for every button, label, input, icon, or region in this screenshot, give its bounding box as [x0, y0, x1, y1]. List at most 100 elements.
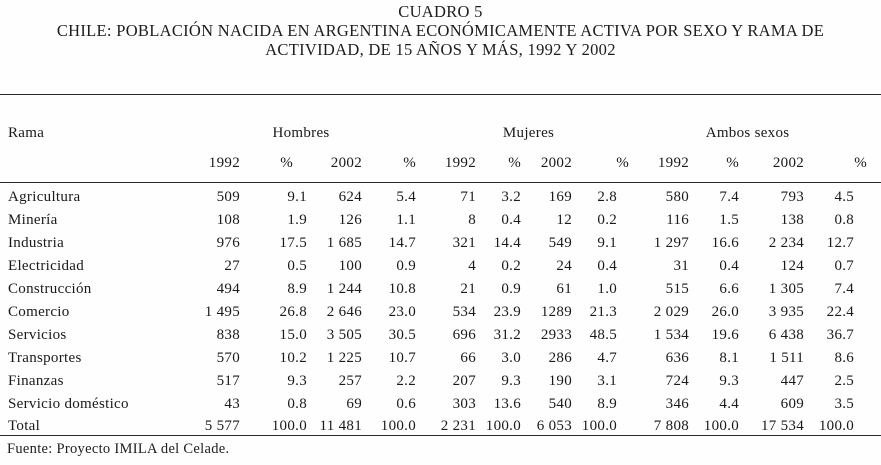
table-cell: 23.9	[493, 303, 522, 320]
table-cell: 624	[307, 182, 362, 206]
column-subheader: 2002	[772, 155, 805, 171]
table-cell: 17 534	[739, 412, 805, 436]
row-label: Electricidad	[8, 257, 85, 274]
table-cell: 1.1	[396, 211, 417, 228]
table-cell: 9.3	[501, 372, 522, 389]
table-cell: 1 495	[204, 303, 240, 320]
spacer-cell	[854, 182, 881, 206]
table-cell: 5 577	[186, 412, 240, 436]
column-subheader: 1992	[444, 155, 477, 171]
column-header-rama: Rama	[0, 94, 186, 146]
table-cell: 9.3	[287, 372, 307, 389]
table-cell: 2 231	[416, 412, 477, 436]
table-cell: 1.9	[287, 211, 307, 228]
table-cell: 0.2	[597, 211, 618, 228]
table-cell: 14.4	[493, 234, 522, 251]
table-cell: 286	[548, 349, 573, 366]
table-cell: 48.5	[589, 326, 618, 343]
table-cell: 4.7	[597, 349, 618, 366]
table-cell: 321	[452, 234, 477, 251]
table-cell: 23.0	[388, 303, 417, 320]
table-cell: 303	[452, 395, 477, 412]
table-row: Total 5 577 100.0 11 481 100.0 2 231 100.0 6 05…	[0, 412, 881, 436]
table-cell: 1.5	[719, 211, 740, 228]
row-label: Servicio doméstico	[8, 395, 129, 412]
table-row: Servicio doméstico 43 0.8 69 0.6 303 13.6 540 8.…	[0, 390, 881, 413]
data-table: Rama Hombres Mujeres Ambos sexos 1992% 20…	[0, 94, 881, 436]
table-cell: 6.6	[719, 280, 740, 297]
table-cell: 0.5	[287, 257, 307, 274]
column-subheader: 1992	[657, 155, 690, 171]
table-cell: 10.7	[388, 349, 417, 366]
table-cell: 100.0	[572, 412, 618, 436]
table-cell: 0.4	[501, 211, 522, 228]
table-cell: 7 808	[617, 412, 690, 436]
table-cell: 8.1	[719, 349, 740, 366]
spacer-cell	[854, 344, 881, 367]
table-title-line-2: ACTIVIDAD, DE 15 AÑOS Y MÁS, 1992 Y 2002	[265, 40, 616, 59]
table-cell: 26.0	[711, 303, 740, 320]
row-label: Industria	[8, 234, 65, 251]
table-cell: 0.8	[287, 395, 307, 412]
table-cell: 66	[460, 349, 477, 366]
table-cell: 636	[665, 349, 690, 366]
table-cell: 1.0	[597, 280, 618, 297]
row-label: Comercio	[8, 303, 70, 320]
table-cell: 10.2	[279, 349, 307, 366]
table-cell: 207	[452, 372, 477, 389]
table-cell: 0.9	[501, 280, 522, 297]
row-label: Agricultura	[0, 182, 186, 206]
table-row: Agricultura 509 9.1 624 5.4 71 3.2 169 2.8 580 7.4…	[0, 182, 881, 206]
column-subheader: %	[403, 155, 417, 171]
table-cell: 69	[346, 395, 362, 412]
spacer-cell	[854, 229, 881, 252]
group-header-hombres: Hombres	[186, 94, 417, 146]
table-row: Minería 108 1.9 126 1.1 8 0.4 12 0.2 116 1.5 138 0.8	[0, 206, 881, 229]
table-cell: 540	[548, 395, 573, 412]
column-subheader: %	[616, 155, 630, 171]
table-cell: 100.0	[804, 412, 855, 436]
table-cell: 517	[216, 372, 240, 389]
table-cell: 2933	[540, 326, 573, 343]
table-cell: 609	[780, 395, 805, 412]
table-cell: 1289	[540, 303, 573, 320]
table-cell: 126	[338, 211, 362, 228]
table-cell: 257	[338, 372, 362, 389]
row-label: Total	[0, 412, 186, 436]
table-cell: 2.8	[572, 182, 618, 206]
table-cell: 509	[186, 182, 240, 206]
table-row: Industria 976 17.5 1 685 14.7 321 14.4 549 9.1 1 …	[0, 229, 881, 252]
table-cell: 9.1	[240, 182, 307, 206]
spacer-cell	[854, 367, 881, 390]
column-subheader: %	[854, 155, 868, 171]
table-row: Transportes 570 10.2 1 225 10.7 66 3.0 286 4.7 63…	[0, 344, 881, 367]
column-subheader: %	[726, 155, 740, 171]
table-body: Agricultura 509 9.1 624 5.4 71 3.2 169 2.8 580 7.4…	[0, 182, 881, 436]
table-cell: 4	[468, 257, 477, 274]
table-cell: 100	[338, 257, 362, 274]
column-subheader: 2002	[540, 155, 573, 171]
row-label: Servicios	[8, 326, 67, 343]
row-label: Construcción	[8, 280, 92, 297]
column-subheader: %	[280, 155, 293, 171]
table-cell: 108	[216, 211, 240, 228]
row-label: Finanzas	[8, 372, 64, 389]
table-cell: 580	[617, 182, 690, 206]
table-cell: 6 053	[521, 412, 573, 436]
table-cell: 515	[665, 280, 690, 297]
spacer-cell	[854, 321, 881, 344]
table-row: Comercio 1 495 26.8 2 646 23.0 534 23.9 1289 21.…	[0, 298, 881, 321]
table-cell: 31	[673, 257, 690, 274]
spacer-cell	[854, 252, 881, 275]
table-cell: 3 505	[326, 326, 362, 343]
column-subheader: 2002	[330, 155, 362, 171]
table-cell: 12.7	[826, 234, 855, 251]
table-cell: 0.9	[396, 257, 417, 274]
table-cell: 1 244	[326, 280, 362, 297]
spacer-cell	[854, 298, 881, 321]
table-cell: 549	[548, 234, 573, 251]
table-row: Finanzas 517 9.3 257 2.2 207 9.3 190 3.1 724 9.3 44…	[0, 367, 881, 390]
table-cell: 19.6	[711, 326, 740, 343]
column-subheader: %	[508, 155, 522, 171]
table-number: CUADRO 5	[398, 2, 483, 21]
